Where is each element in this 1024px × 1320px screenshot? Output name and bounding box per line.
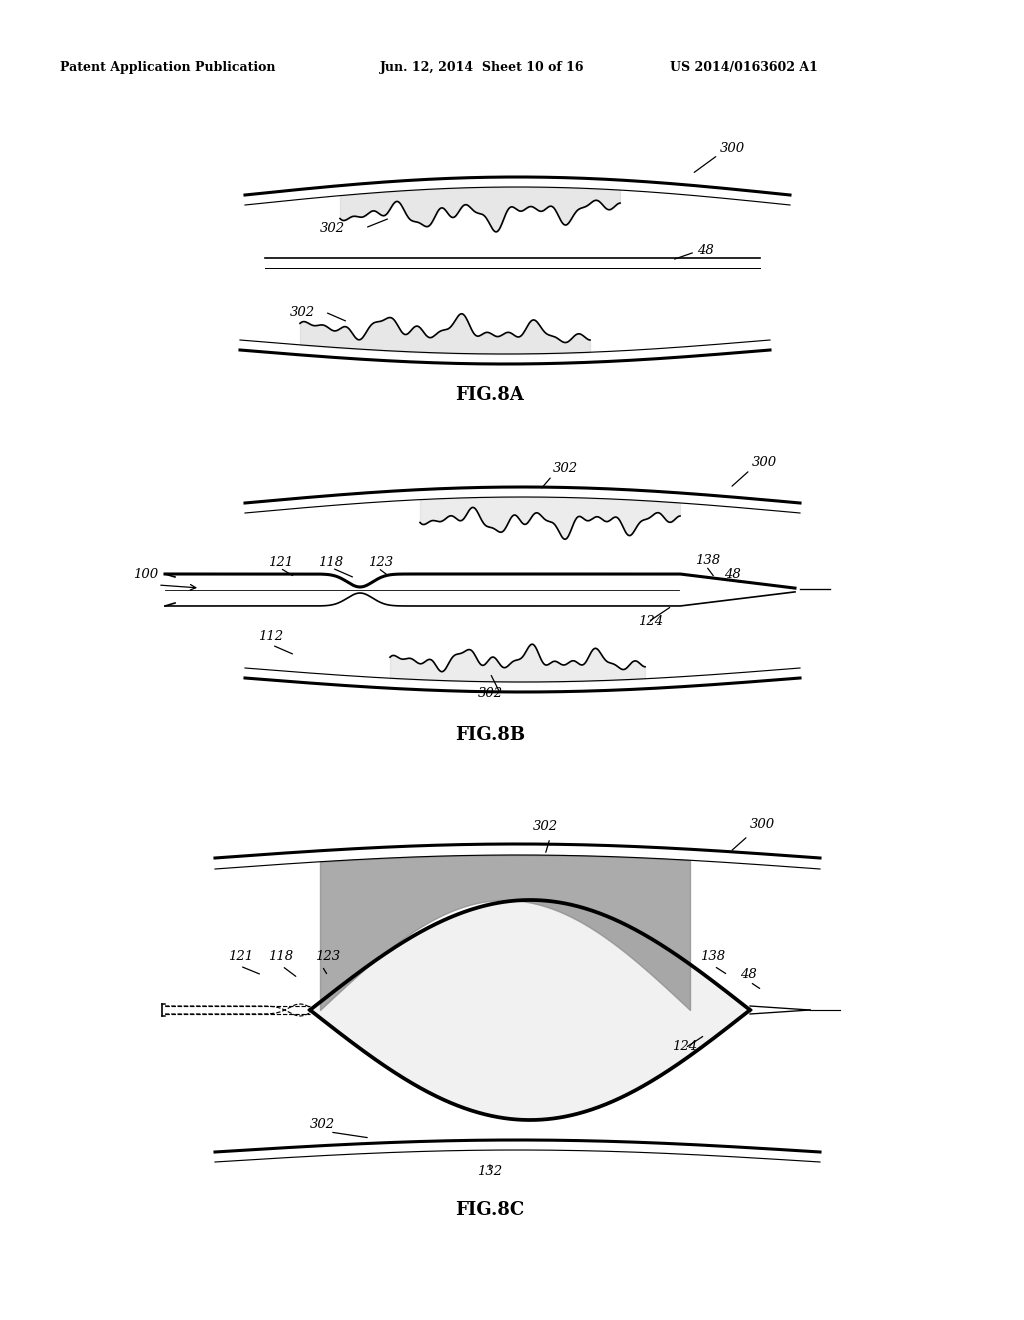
Text: 48: 48 [697, 243, 714, 256]
Text: 48: 48 [724, 568, 740, 581]
Text: 132: 132 [477, 1166, 503, 1177]
Text: 138: 138 [700, 950, 725, 964]
Text: US 2014/0163602 A1: US 2014/0163602 A1 [670, 62, 818, 74]
Text: 118: 118 [318, 556, 343, 569]
Text: 300: 300 [720, 141, 745, 154]
Text: 124: 124 [672, 1040, 697, 1053]
Text: 302: 302 [477, 686, 503, 700]
Text: 48: 48 [740, 968, 757, 981]
Text: FIG.8B: FIG.8B [455, 726, 525, 744]
Text: Jun. 12, 2014  Sheet 10 of 16: Jun. 12, 2014 Sheet 10 of 16 [380, 62, 585, 74]
Text: 302: 302 [319, 222, 345, 235]
Text: 302: 302 [290, 305, 315, 318]
Text: FIG.8A: FIG.8A [456, 385, 524, 404]
Text: 300: 300 [750, 818, 775, 832]
Text: 302: 302 [553, 462, 579, 474]
Text: Patent Application Publication: Patent Application Publication [60, 62, 275, 74]
Text: FIG.8C: FIG.8C [456, 1201, 524, 1218]
Text: 300: 300 [752, 455, 777, 469]
Text: 138: 138 [695, 554, 720, 568]
Text: 302: 302 [532, 820, 557, 833]
Text: 124: 124 [638, 615, 664, 628]
Text: 100: 100 [133, 568, 158, 581]
Text: 112: 112 [258, 630, 283, 643]
Text: 123: 123 [368, 556, 393, 569]
Text: 121: 121 [268, 556, 293, 569]
Text: 302: 302 [310, 1118, 335, 1131]
Text: 121: 121 [228, 950, 253, 964]
Text: 123: 123 [315, 950, 340, 964]
Text: 118: 118 [268, 950, 293, 964]
